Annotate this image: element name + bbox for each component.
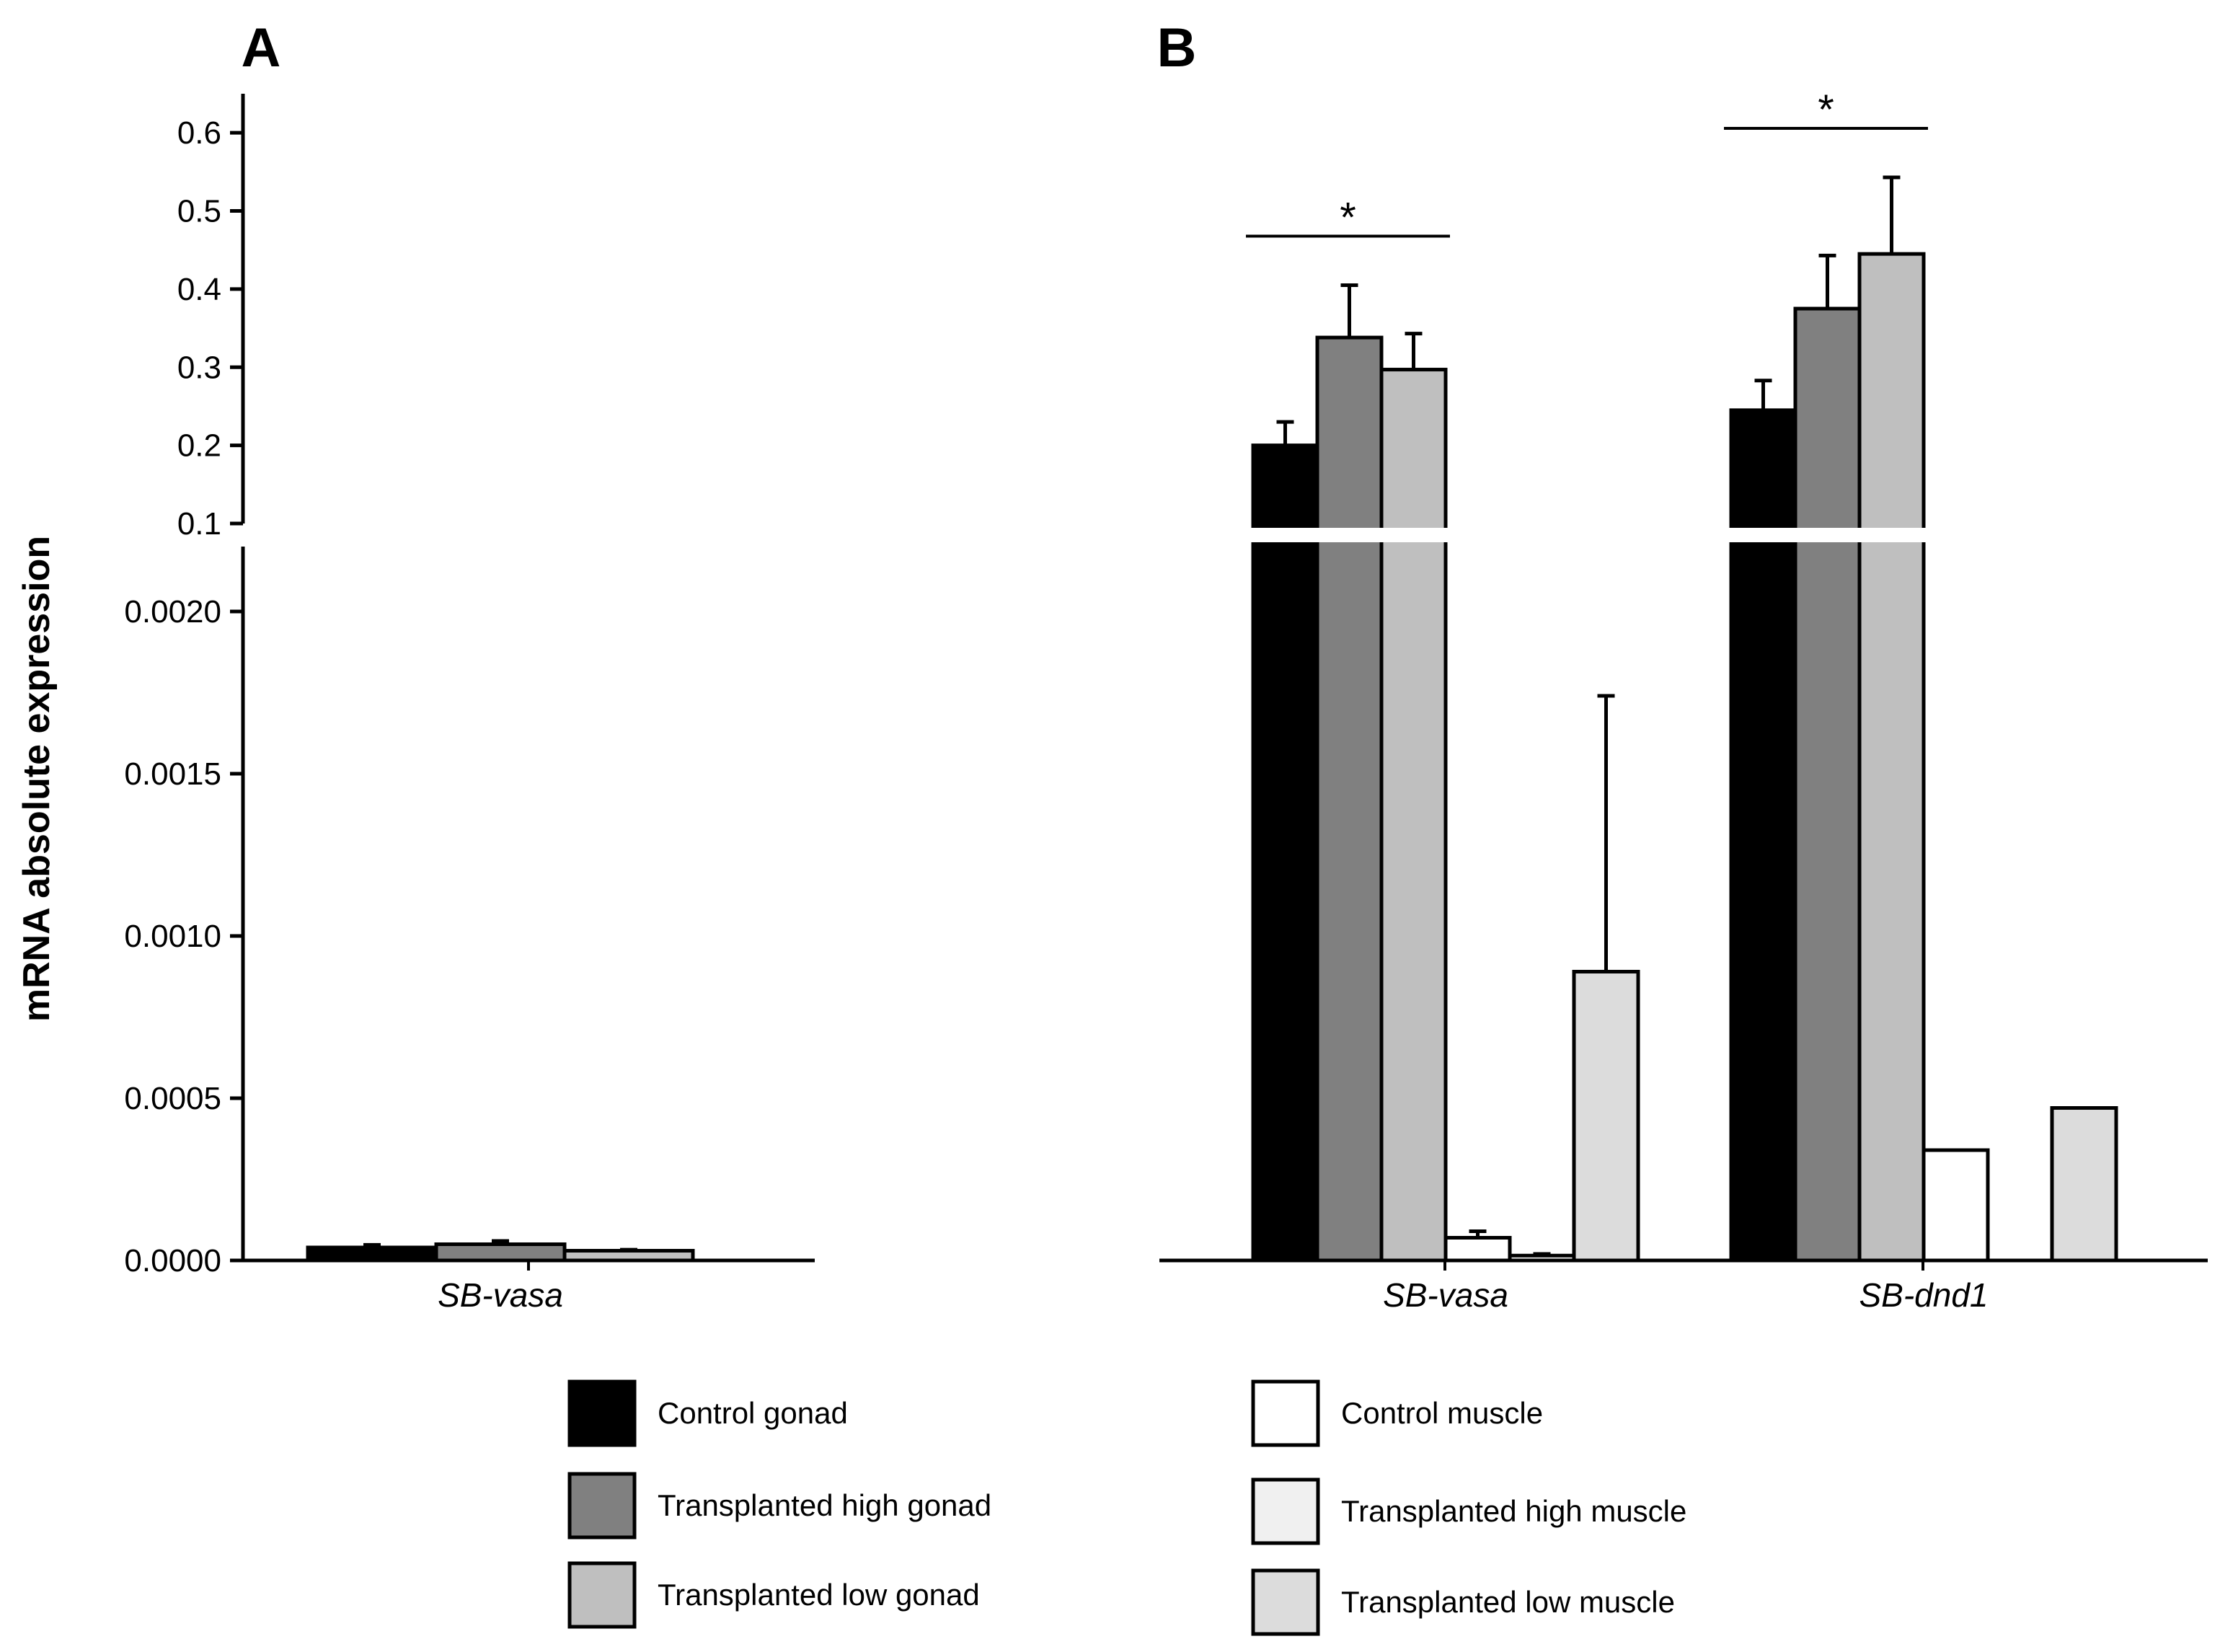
bar-b-sb-dnd1-transplanted-high-gonad: [1793, 306, 1862, 1263]
category-label-a-sb-vasa: SB-vasa: [438, 1276, 563, 1314]
bar-b-sb-dnd1-control-muscle: [1922, 1148, 1990, 1263]
bar-b-sb-vasa-transplanted-low-muscle: [1572, 970, 1640, 1263]
legend-label-transplanted-high-gonad: Transplanted high gonad: [658, 1488, 991, 1522]
bar-b-sb-dnd1-transplanted-low-gonad: [1857, 252, 1926, 1263]
y-tick-label-upper-0: 0.1: [177, 506, 221, 542]
legend-swatch-control-muscle: [1251, 1379, 1320, 1447]
y-tick-label-lower-0: 0.0000: [124, 1243, 221, 1278]
bar-a-sb-vasa-transplanted-high-gonad: [434, 1242, 567, 1263]
y-tick-label-upper-5: 0.6: [177, 115, 221, 151]
panel-label-a: A: [242, 17, 281, 79]
bar-b-sb-vasa-transplanted-low-gonad: [1379, 368, 1448, 1263]
axes-layer: [230, 94, 2208, 1271]
panel-label-b: B: [1157, 17, 1197, 79]
bar-b-sb-vasa-control-gonad: [1251, 443, 1319, 1263]
y-tick-label-upper-1: 0.2: [177, 428, 221, 464]
y-tick-label-lower-4: 0.0020: [124, 594, 221, 630]
legend-swatch-transplanted-high-gonad: [567, 1472, 637, 1540]
legend: Control gonad Transplanted high gonad Tran…: [567, 1379, 1686, 1636]
y-tick-label-upper-3: 0.4: [177, 272, 221, 307]
legend-swatch-control-gonad: [567, 1379, 637, 1447]
y-tick-label-lower-2: 0.0010: [124, 919, 221, 954]
category-label-b-sb-dnd1: SB-dnd1: [1859, 1276, 1988, 1314]
bar-b-sb-vasa-transplanted-high-gonad: [1315, 335, 1384, 1263]
text-layer: A SB-vasa B SB-vasa * SB-dnd1 * 0.1 0.2 0.3 0.4 0.5…: [16, 17, 1989, 1314]
y-tick-label-upper-2: 0.3: [177, 350, 221, 385]
category-label-b-sb-vasa: SB-vasa: [1383, 1276, 1508, 1314]
legend-swatch-transplanted-high-muscle: [1251, 1477, 1320, 1545]
legend-swatch-transplanted-low-muscle: [1251, 1568, 1320, 1636]
legend-label-transplanted-high-muscle: Transplanted high muscle: [1341, 1494, 1686, 1528]
y-tick-label-lower-1: 0.0005: [124, 1081, 221, 1116]
axis-break-band: [1244, 528, 1929, 542]
y-tick-label-upper-4: 0.5: [177, 194, 221, 229]
bars-layer: [306, 175, 2118, 1263]
bar-b-sb-vasa-control-muscle: [1443, 1236, 1512, 1263]
legend-label-control-gonad: Control gonad: [658, 1396, 848, 1430]
legend-label-control-muscle: Control muscle: [1341, 1396, 1543, 1430]
bar-a-sb-vasa-control-gonad: [306, 1245, 438, 1263]
significance-star-sb-dnd1: *: [1818, 87, 1834, 133]
bar-b-sb-dnd1-transplanted-low-muscle: [2050, 1106, 2118, 1263]
legend-label-transplanted-low-muscle: Transplanted low muscle: [1341, 1585, 1675, 1619]
y-tick-label-lower-3: 0.0015: [124, 756, 221, 792]
y-axis-label: mRNA absolute expression: [16, 536, 58, 1022]
legend-label-transplanted-low-gonad: Transplanted low gonad: [658, 1578, 980, 1612]
significance-star-sb-vasa: *: [1340, 194, 1356, 241]
legend-swatch-transplanted-low-gonad: [567, 1561, 637, 1629]
